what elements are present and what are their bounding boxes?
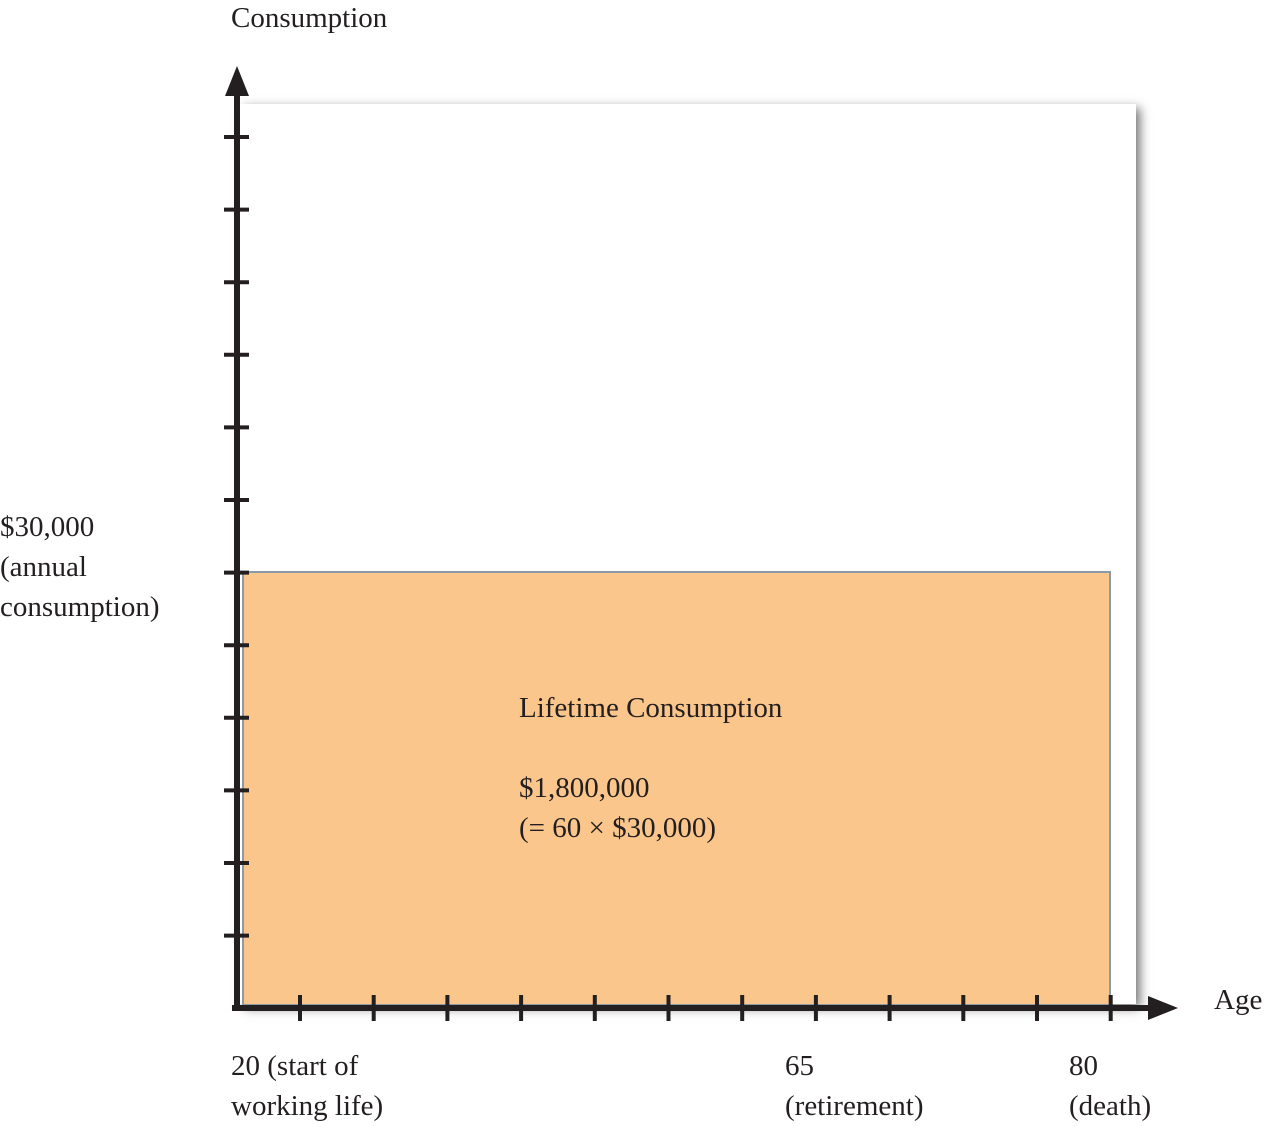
x-tick-label-20-line2: working life) [231, 1090, 384, 1122]
y-tick-label-line3: consumption) [0, 591, 160, 623]
x-tick-label-65-line1: 65 [785, 1050, 814, 1082]
y-axis-arrow [225, 66, 249, 96]
x-axis-arrow [1148, 996, 1178, 1020]
region-label: Lifetime Consumption [519, 692, 783, 724]
x-tick-label-80-line2: (death) [1069, 1090, 1152, 1122]
annotation-formula: (= 60 × $30,000) [519, 812, 717, 844]
x-tick-label-80-line1: 80 [1069, 1050, 1098, 1082]
y-tick-label-line1: $30,000 [0, 511, 95, 543]
lifetime-consumption-area [242, 571, 1111, 1006]
y-axis-title: Consumption [231, 2, 388, 34]
annotation-total: $1,800,000 [519, 772, 650, 804]
x-tick-label-20-line1: 20 (start of [231, 1050, 359, 1082]
y-tick-label-line2: (annual [0, 551, 87, 583]
x-axis-title: Age [1214, 984, 1263, 1016]
x-tick-label-65-line2: (retirement) [785, 1090, 924, 1122]
